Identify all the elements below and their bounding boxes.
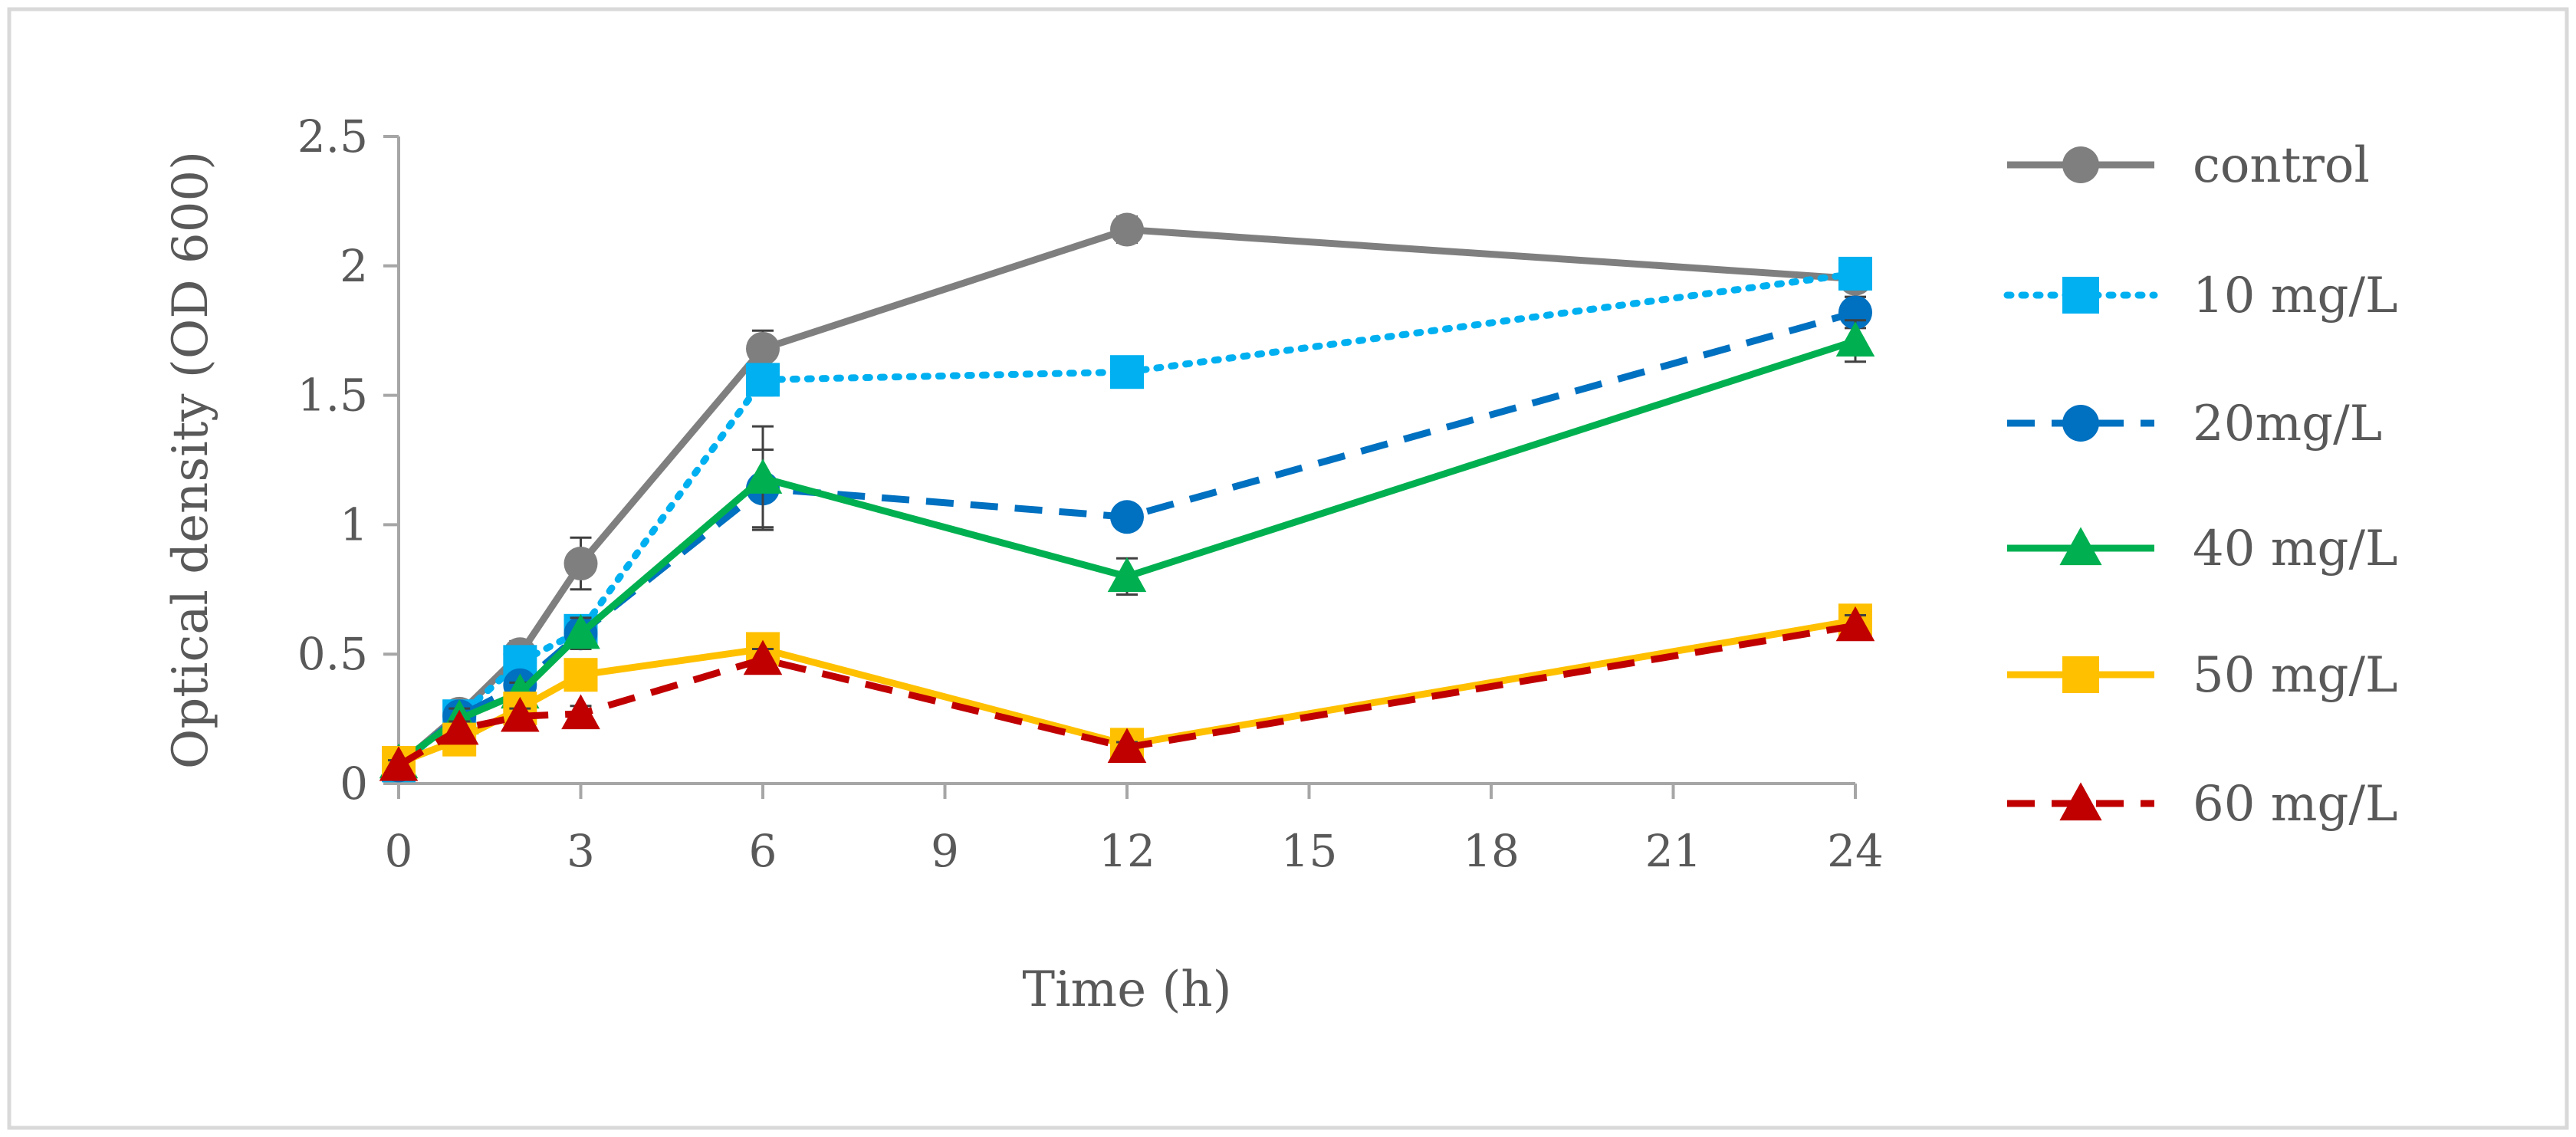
data-point xyxy=(561,613,600,649)
data-point xyxy=(1107,557,1147,593)
x-axis-title: Time (h) xyxy=(1022,961,1231,1018)
x-tick-label: 21 xyxy=(1645,825,1702,877)
x-tick-label: 3 xyxy=(567,825,595,877)
data-point xyxy=(501,696,540,732)
data-point xyxy=(1110,500,1144,534)
y-tick-label: 0 xyxy=(340,757,368,810)
data-point xyxy=(564,658,598,692)
data-point xyxy=(1835,606,1875,642)
plot-series xyxy=(379,212,1875,783)
y-tick-label: 0.5 xyxy=(297,628,368,680)
y-tick-label: 1.5 xyxy=(297,370,368,422)
x-tick-label: 9 xyxy=(931,825,959,877)
data-point xyxy=(379,746,419,781)
y-tick-label: 2 xyxy=(340,240,368,292)
y-axis: 0 0.5 1 1.5 2 2.5 xyxy=(297,110,400,810)
figure-border xyxy=(7,7,2569,1130)
data-point xyxy=(1110,212,1144,247)
legend-item: 50 mg/L xyxy=(2007,647,2398,704)
legend-item: control xyxy=(2007,137,2370,194)
y-axis-title: Optical density (OD 600) xyxy=(163,151,219,769)
x-tick-label: 6 xyxy=(749,825,777,877)
legend-item: 20mg/L xyxy=(2007,396,2382,452)
legend-marker xyxy=(2062,405,2099,442)
data-point xyxy=(561,694,600,730)
x-tick-label: 15 xyxy=(1281,825,1338,877)
legend-item: 10 mg/L xyxy=(2003,268,2398,324)
y-tick-label: 1 xyxy=(340,498,368,550)
legend-marker xyxy=(2062,277,2099,314)
legend-label: 40 mg/L xyxy=(2193,521,2398,577)
legend-label: 50 mg/L xyxy=(2193,647,2398,704)
legend-label: control xyxy=(2193,137,2370,194)
data-point xyxy=(743,458,783,494)
data-point xyxy=(746,331,780,366)
legend-label: 20mg/L xyxy=(2193,396,2382,452)
x-tick-label: 0 xyxy=(385,825,413,877)
x-axis: 0 3 6 9 12 15 18 21 24 xyxy=(385,782,1884,877)
legend-label: 60 mg/L xyxy=(2193,776,2398,833)
data-point xyxy=(1838,256,1872,291)
data-point xyxy=(746,363,780,397)
legend-item: 40 mg/L xyxy=(2007,521,2398,577)
legend-item: 60 mg/L xyxy=(2007,776,2398,833)
legend-marker xyxy=(2062,656,2099,693)
x-tick-label: 24 xyxy=(1827,825,1884,877)
x-tick-label: 18 xyxy=(1463,825,1520,877)
x-tick-label: 12 xyxy=(1099,825,1155,877)
legend-label: 10 mg/L xyxy=(2193,268,2398,324)
data-point xyxy=(1107,728,1147,763)
legend-marker xyxy=(2059,782,2102,821)
data-point xyxy=(743,639,783,675)
y-tick-label: 2.5 xyxy=(297,110,368,163)
data-point xyxy=(1110,355,1144,389)
legend-marker xyxy=(2062,146,2099,183)
legend: control 10 mg/L 20mg/L 40 mg/L 50 mg/L 60 mg/… xyxy=(2003,137,2398,833)
legend-marker xyxy=(2059,527,2102,566)
data-point xyxy=(439,709,479,745)
data-point xyxy=(564,547,598,581)
series-6 xyxy=(379,606,1875,781)
data-point xyxy=(1835,321,1875,357)
